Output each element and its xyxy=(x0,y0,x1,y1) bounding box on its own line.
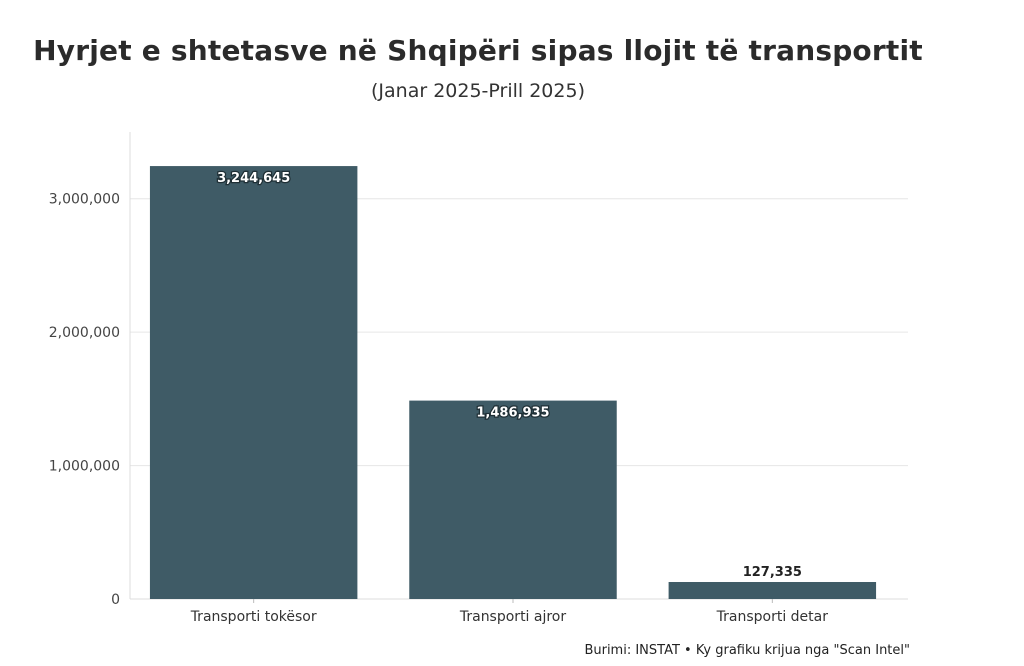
data-label: 3,244,645 xyxy=(217,171,290,186)
y-tick-label: 3,000,000 xyxy=(49,192,120,208)
y-tick-label: 0 xyxy=(111,592,120,608)
data-label: 127,335 xyxy=(743,565,802,580)
source-note: Burimi: INSTAT • Ky grafiku krijua nga "… xyxy=(584,643,910,658)
chart-title: Hyrjet e shtetasve në Shqipëri sipas llo… xyxy=(33,34,923,67)
chart-subtitle: (Janar 2025-Prill 2025) xyxy=(371,80,585,102)
x-tick-label: Transporti detar xyxy=(716,609,829,625)
y-tick-label: 2,000,000 xyxy=(49,325,120,341)
bar xyxy=(668,582,877,599)
bar xyxy=(149,166,358,599)
data-label: 1,486,935 xyxy=(476,406,549,421)
y-tick-label: 1,000,000 xyxy=(49,459,120,475)
x-tick-label: Transporti tokësor xyxy=(190,609,317,625)
bar xyxy=(409,400,617,599)
x-tick-label: Transporti ajror xyxy=(459,609,567,625)
